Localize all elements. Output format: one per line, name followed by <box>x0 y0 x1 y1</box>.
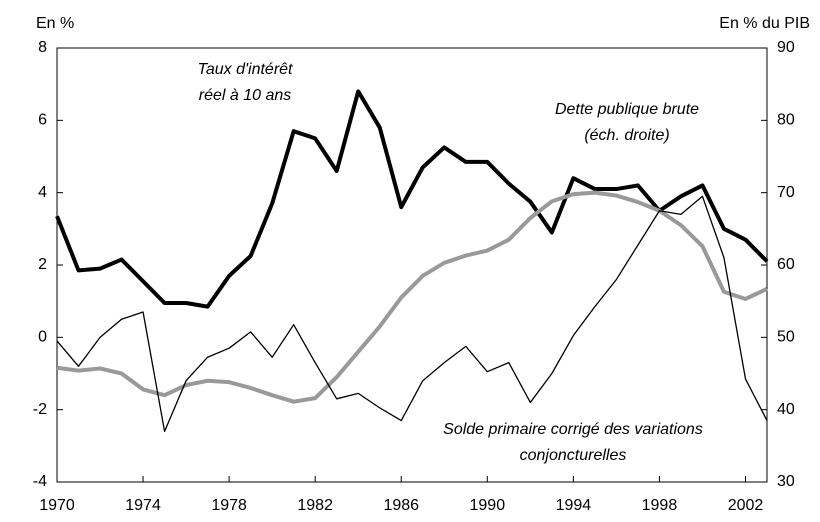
y2-tick-label: 30 <box>777 473 795 490</box>
y-tick-label: 0 <box>38 329 47 346</box>
y-tick-label: 2 <box>38 256 47 273</box>
series-label: (éch. droite) <box>584 127 669 144</box>
y-tick-label: 8 <box>38 39 47 56</box>
x-tick-label: 1974 <box>125 497 161 514</box>
y2-tick-label: 80 <box>777 112 795 129</box>
series-label: Solde primaire corrigé des variations <box>443 421 703 438</box>
y-tick-label: 6 <box>38 112 47 129</box>
y-tick-label: -2 <box>33 401 47 418</box>
series-label: Taux d'intérêt <box>198 61 294 78</box>
series-line <box>56 195 768 433</box>
x-tick-label: 1970 <box>39 497 75 514</box>
x-tick-label: 1982 <box>297 497 333 514</box>
series-label: Dette publique brute <box>555 101 699 118</box>
x-tick-label: 1990 <box>470 497 506 514</box>
series-line <box>55 89 769 309</box>
y2-tick-label: 90 <box>777 39 795 56</box>
y2-tick-label: 60 <box>777 256 795 273</box>
y-tick-label: -4 <box>33 473 47 490</box>
x-tick-label: 2002 <box>728 497 764 514</box>
series-line <box>56 190 768 404</box>
series-label: réel à 10 ans <box>199 87 292 104</box>
x-tick-label: 1998 <box>642 497 678 514</box>
y-axis-label: En % <box>36 15 74 32</box>
x-tick-label: 1986 <box>383 497 419 514</box>
series-label: conjoncturelles <box>520 447 627 464</box>
x-tick-label: 1978 <box>211 497 247 514</box>
y2-tick-label: 50 <box>777 329 795 346</box>
y2-tick-label: 70 <box>777 184 795 201</box>
y2-axis-label: En % du PIB <box>719 15 810 32</box>
y-tick-label: 4 <box>38 184 47 201</box>
x-tick-label: 1994 <box>556 497 592 514</box>
y2-tick-label: 40 <box>777 401 795 418</box>
